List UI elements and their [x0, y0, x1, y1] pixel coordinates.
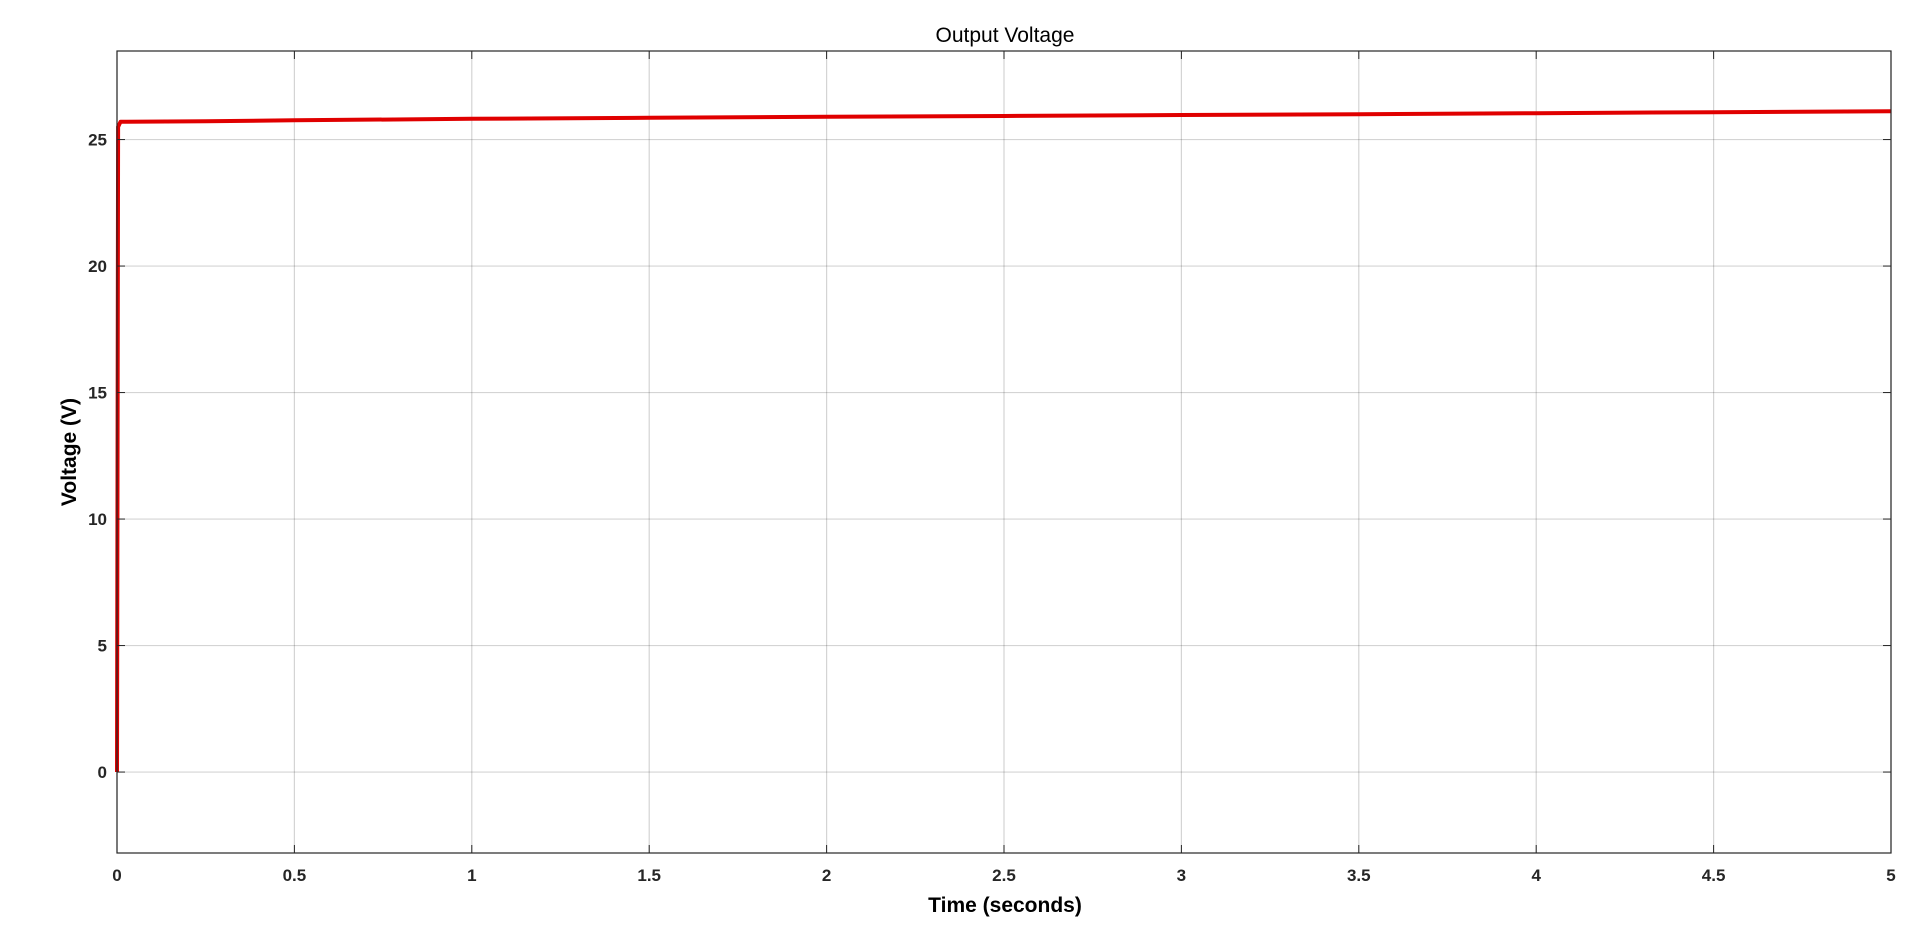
y-tick-label: 20	[88, 257, 107, 276]
x-tick-label: 5	[1886, 866, 1895, 885]
y-axis-ticks: 0 5 10 15 20 25	[88, 131, 1891, 782]
x-tick-label: 2.5	[992, 866, 1016, 885]
grid-lines	[116, 51, 1892, 853]
y-tick-label: 0	[98, 763, 107, 782]
x-tick-label: 4.5	[1702, 866, 1726, 885]
chart-title: Output Voltage	[936, 24, 1075, 47]
x-tick-label: 0.5	[283, 866, 307, 885]
x-tick-label: 0	[112, 866, 121, 885]
x-tick-label: 3.5	[1347, 866, 1371, 885]
series-line	[115, 109, 1892, 773]
y-tick-label: 5	[98, 637, 107, 656]
x-tick-label: 3	[1177, 866, 1186, 885]
y-tick-label: 10	[88, 510, 107, 529]
y-tick-label: 15	[88, 384, 107, 403]
x-tick-label: 1.5	[637, 866, 661, 885]
plot-series	[115, 109, 1892, 773]
x-axis-label: Time (seconds)	[928, 894, 1082, 917]
x-axis-ticks: 0 0.5 1 1.5 2 2.5 3 3.5 4 4.5 5	[112, 51, 1896, 885]
y-tick-label: 25	[88, 131, 107, 150]
x-tick-label: 2	[822, 866, 831, 885]
y-axis-label: Voltage (V)	[58, 398, 81, 506]
x-tick-label: 4	[1531, 866, 1541, 885]
x-tick-label: 1	[467, 866, 476, 885]
